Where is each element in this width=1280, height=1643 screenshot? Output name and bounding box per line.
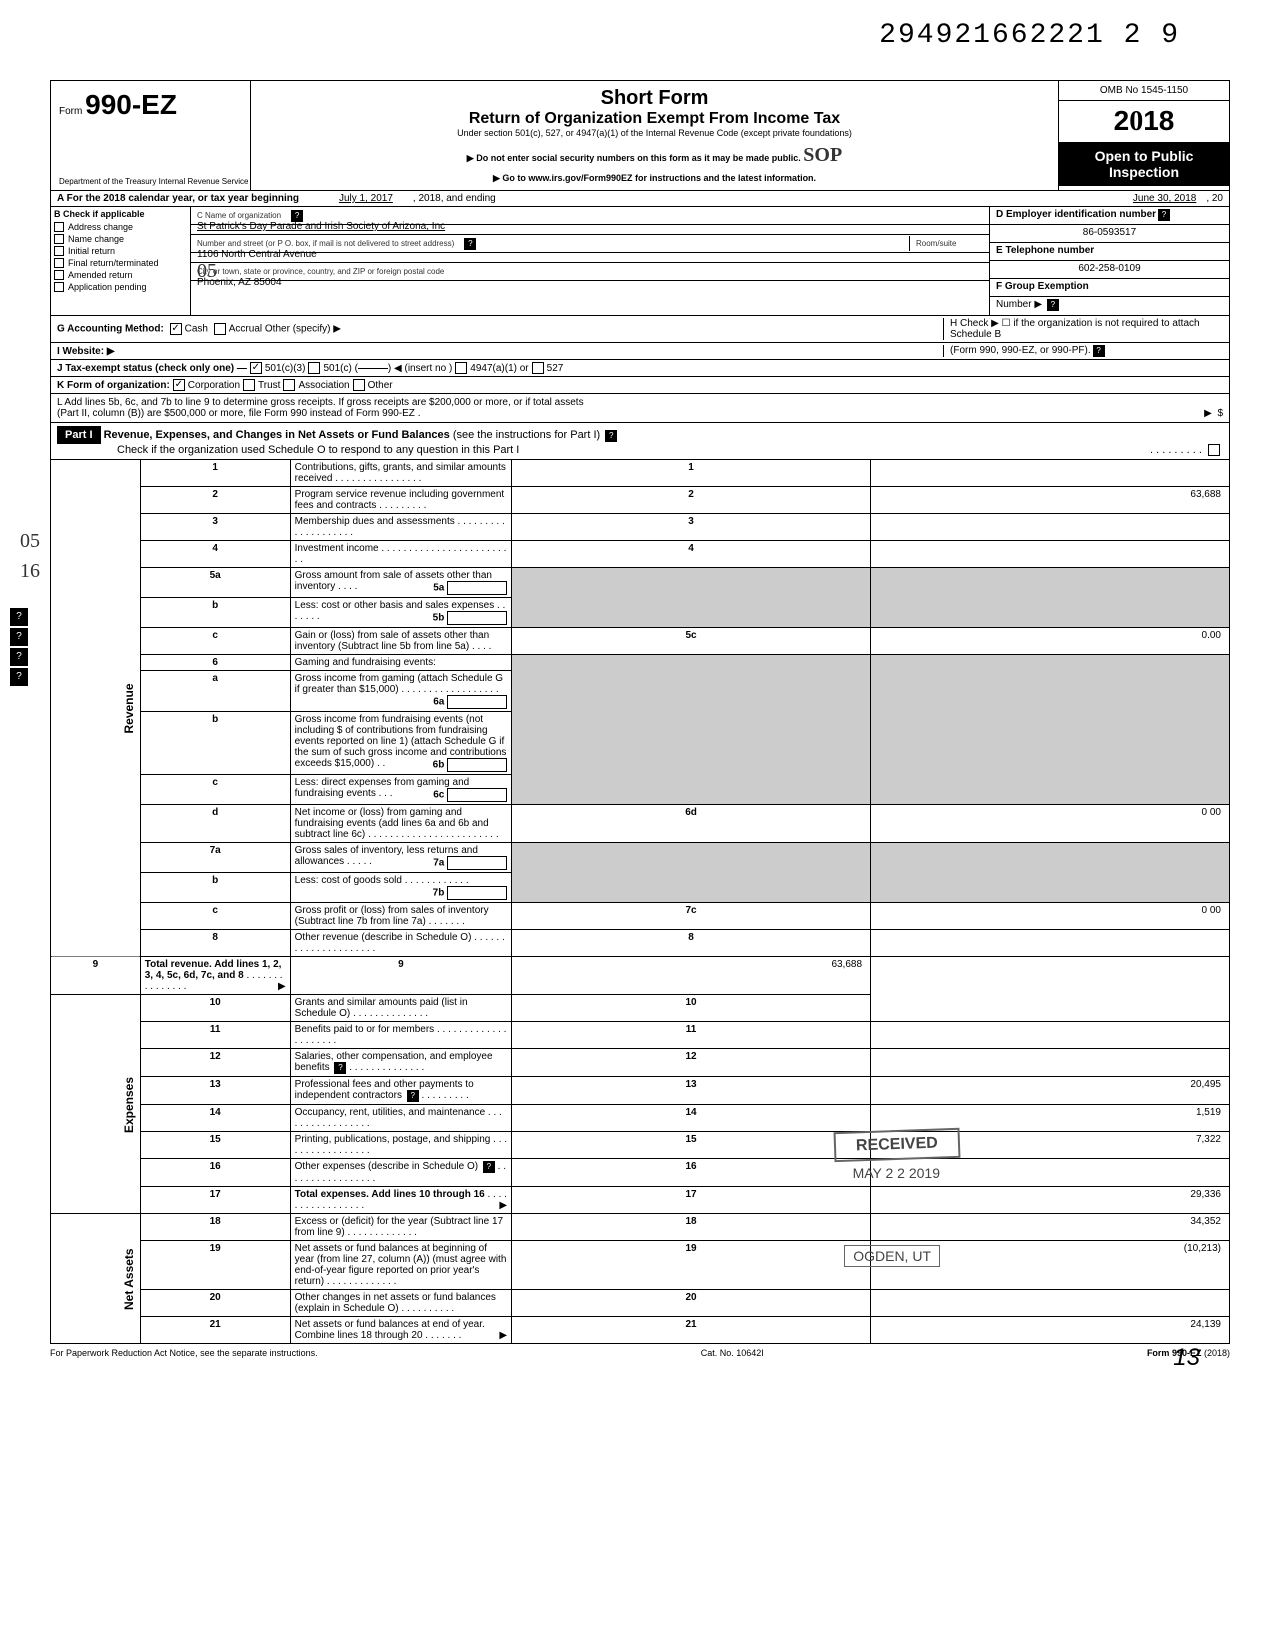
checkbox-amended[interactable] xyxy=(54,270,64,280)
line-21-value: 24,139 xyxy=(871,1317,1230,1344)
paperwork-notice: For Paperwork Reduction Act Notice, see … xyxy=(50,1348,318,1358)
checkbox-trust[interactable] xyxy=(243,379,255,391)
checkbox-schedule-o[interactable] xyxy=(1208,444,1220,456)
checkbox-initial-return[interactable] xyxy=(54,246,64,256)
tax-year-end: June 30, 2018 xyxy=(1133,193,1196,204)
phone: 602-258-0109 xyxy=(1078,263,1140,274)
org-name: St Patrick's Day Parade and Irish Societ… xyxy=(197,221,445,232)
page-number-handwritten: 13 xyxy=(1173,1344,1200,1372)
help-icon[interactable]: ? xyxy=(605,430,617,442)
box-b-checkboxes: B Check if applicable Address change Nam… xyxy=(51,207,191,315)
checkbox-pending[interactable] xyxy=(54,282,64,292)
line-13-value: 20,495 xyxy=(871,1077,1230,1105)
expenses-label: Expenses xyxy=(51,995,141,1214)
ssn-warning: ▶ Do not enter social security numbers o… xyxy=(257,144,1052,167)
checkbox-other-org[interactable] xyxy=(353,379,365,391)
tax-year: 2018 xyxy=(1059,101,1229,142)
page-footer: For Paperwork Reduction Act Notice, see … xyxy=(50,1344,1230,1362)
street-address: 1106 North Central Avenue xyxy=(197,249,317,260)
omb-number: OMB No 1545-1150 xyxy=(1059,81,1229,101)
checkbox-assoc[interactable] xyxy=(283,379,295,391)
line-2-value: 63,688 xyxy=(871,487,1230,514)
help-icon[interactable]: ? xyxy=(1093,345,1105,357)
revenue-expense-table: Revenue 1 Contributions, gifts, grants, … xyxy=(50,460,1230,1344)
checkbox-501c[interactable] xyxy=(308,362,320,374)
checkbox-name-change[interactable] xyxy=(54,234,64,244)
stamp-ogden: OGDEN, UT xyxy=(844,1245,940,1267)
tax-year-begin: July 1, 2017 xyxy=(339,193,393,204)
form-under-text: Under section 501(c), 527, or 4947(a)(1)… xyxy=(257,128,1052,138)
help-icon[interactable]: ? xyxy=(10,608,28,626)
form-number-block: Form 990-EZ Department of the Treasury I… xyxy=(51,81,251,190)
ein: 86-0593517 xyxy=(1083,227,1136,238)
checkbox-accrual[interactable] xyxy=(214,323,226,335)
form-title-block: Short Form Return of Organization Exempt… xyxy=(251,81,1059,190)
form-prefix: Form xyxy=(59,106,82,117)
catalog-number: Cat. No. 10642I xyxy=(701,1348,764,1358)
help-icon[interactable]: ? xyxy=(464,238,476,250)
revenue-label: Revenue xyxy=(51,460,141,957)
checkbox-501c3[interactable] xyxy=(250,362,262,374)
checkbox-final-return[interactable] xyxy=(54,258,64,268)
short-form-title: Short Form xyxy=(257,87,1052,110)
row-h: H Check ▶ ☐ if the organization is not r… xyxy=(943,318,1223,340)
row-a-tax-year: A For the 2018 calendar year, or tax yea… xyxy=(50,191,1230,207)
open-to-public: Open to Public Inspection xyxy=(1059,142,1229,186)
line-9-total-revenue: 63,688 xyxy=(512,957,871,995)
top-tracking-number: 294921662221 2 9 xyxy=(879,20,1180,51)
received-stamp: RECEIVED xyxy=(834,1128,961,1162)
line-7c-value: 0 00 xyxy=(871,903,1230,930)
line-14-value: 1,519 xyxy=(871,1105,1230,1132)
margin-handwritten-2: 16 xyxy=(20,560,40,583)
stamp-date: MAY 2 2 2019 xyxy=(853,1165,940,1181)
form-number: 990-EZ xyxy=(85,89,177,120)
row-j-tax-status: J Tax-exempt status (check only one) — 5… xyxy=(50,360,1230,377)
sop-handwritten: SOP xyxy=(803,144,842,166)
net-assets-label: Net Assets xyxy=(51,1214,141,1344)
box-def-block: D Employer identification number? 86-059… xyxy=(989,207,1229,315)
help-icon[interactable]: ? xyxy=(10,628,28,646)
room-handwritten: 05 xyxy=(197,260,217,283)
help-icon[interactable]: ? xyxy=(10,648,28,666)
instructions-link: ▶ Go to www.irs.gov/Form990EZ for instru… xyxy=(257,173,1052,184)
part-i-label: Part I xyxy=(57,426,101,444)
department-label: Department of the Treasury Internal Reve… xyxy=(59,177,248,186)
row-i-website: I Website: ▶ (Form 990, 990-EZ, or 990-P… xyxy=(50,343,1230,360)
checkbox-4947[interactable] xyxy=(455,362,467,374)
checkbox-address-change[interactable] xyxy=(54,222,64,232)
box-c-org-info: C Name of organization? St Patrick's Day… xyxy=(191,207,989,315)
margin-handwritten-1: 05 xyxy=(20,530,40,553)
part-i-header: Part I Revenue, Expenses, and Changes in… xyxy=(50,423,1230,460)
help-icon[interactable]: ? xyxy=(291,210,303,222)
line-18-value: 34,352 xyxy=(871,1214,1230,1241)
checkbox-cash[interactable] xyxy=(170,323,182,335)
row-l-gross-receipts: L Add lines 5b, 6c, and 7b to line 9 to … xyxy=(50,394,1230,423)
header-right-block: OMB No 1545-1150 2018 Open to Public Ins… xyxy=(1059,81,1229,190)
line-6d-value: 0 00 xyxy=(871,805,1230,843)
line-5c-value: 0.00 xyxy=(871,628,1230,655)
form-header: Form 990-EZ Department of the Treasury I… xyxy=(50,80,1230,191)
help-icon[interactable]: ? xyxy=(1047,299,1059,311)
checkbox-corp[interactable] xyxy=(173,379,185,391)
row-g-accounting: G Accounting Method: Cash Accrual Other … xyxy=(50,316,1230,343)
checkbox-527[interactable] xyxy=(532,362,544,374)
help-icon[interactable]: ? xyxy=(10,668,28,686)
line-17-total-expenses: 29,336 xyxy=(871,1187,1230,1214)
row-k-form-org: K Form of organization: Corporation Trus… xyxy=(50,377,1230,394)
help-icon[interactable]: ? xyxy=(1158,209,1170,221)
org-info-block: B Check if applicable Address change Nam… xyxy=(50,207,1230,316)
form-subtitle: Return of Organization Exempt From Incom… xyxy=(257,110,1052,128)
